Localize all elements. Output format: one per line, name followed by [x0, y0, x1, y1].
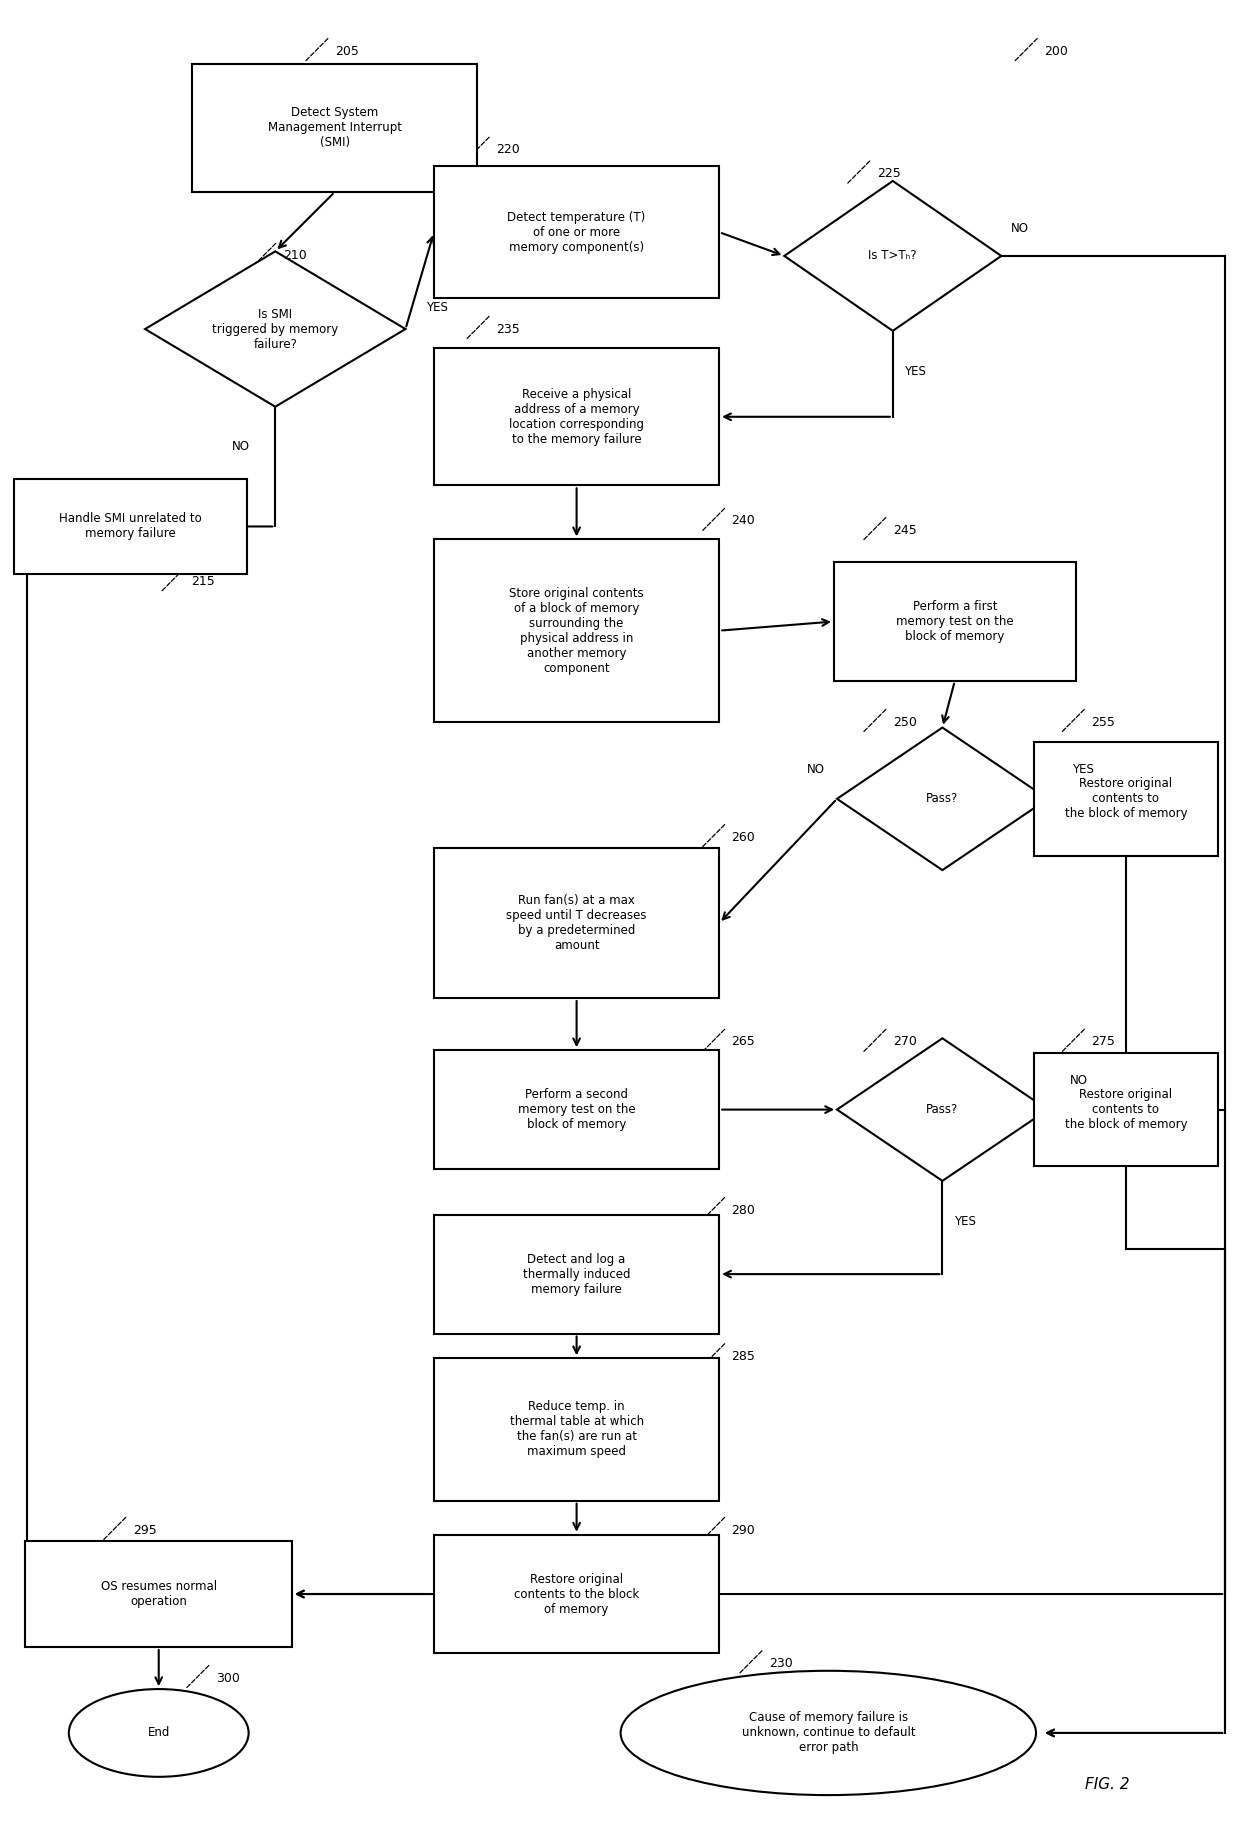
- Text: Restore original
contents to
the block of memory: Restore original contents to the block o…: [1065, 1088, 1187, 1132]
- FancyBboxPatch shape: [434, 347, 719, 484]
- Text: Run fan(s) at a max
speed until T decreases
by a predetermined
amount: Run fan(s) at a max speed until T decrea…: [506, 894, 647, 952]
- Text: Pass?: Pass?: [926, 1102, 959, 1117]
- Text: 225: 225: [877, 166, 900, 181]
- Text: 230: 230: [769, 1656, 792, 1671]
- Text: 285: 285: [732, 1349, 755, 1364]
- Text: 275: 275: [1091, 1035, 1115, 1049]
- Polygon shape: [837, 728, 1048, 870]
- FancyBboxPatch shape: [1034, 1053, 1218, 1166]
- Text: 255: 255: [1091, 715, 1115, 729]
- Text: Store original contents
of a block of memory
surrounding the
physical address in: Store original contents of a block of me…: [510, 587, 644, 675]
- Text: Restore original
contents to the block
of memory: Restore original contents to the block o…: [513, 1572, 640, 1616]
- Text: 300: 300: [216, 1671, 239, 1685]
- FancyBboxPatch shape: [1034, 742, 1218, 856]
- Text: 245: 245: [893, 523, 916, 537]
- FancyBboxPatch shape: [192, 64, 477, 192]
- Text: NO: NO: [232, 441, 249, 453]
- Text: 200: 200: [1044, 44, 1068, 58]
- FancyBboxPatch shape: [14, 479, 247, 574]
- Text: End: End: [148, 1726, 170, 1740]
- Text: 270: 270: [893, 1035, 916, 1049]
- Text: Pass?: Pass?: [926, 792, 959, 806]
- Text: Perform a second
memory test on the
block of memory: Perform a second memory test on the bloc…: [518, 1088, 635, 1132]
- Text: YES: YES: [1071, 762, 1094, 777]
- FancyBboxPatch shape: [434, 848, 719, 998]
- Text: Detect temperature (T)
of one or more
memory component(s): Detect temperature (T) of one or more me…: [507, 210, 646, 254]
- Text: NO: NO: [1070, 1073, 1087, 1088]
- Text: 235: 235: [496, 322, 520, 336]
- Polygon shape: [837, 1038, 1048, 1181]
- Text: NO: NO: [806, 762, 825, 777]
- FancyBboxPatch shape: [833, 563, 1075, 680]
- Text: 205: 205: [335, 44, 358, 58]
- Text: Perform a first
memory test on the
block of memory: Perform a first memory test on the block…: [897, 600, 1013, 643]
- Polygon shape: [145, 252, 405, 408]
- Text: YES: YES: [954, 1214, 976, 1228]
- Text: Cause of memory failure is
unknown, continue to default
error path: Cause of memory failure is unknown, cont…: [742, 1711, 915, 1755]
- Text: OS resumes normal
operation: OS resumes normal operation: [100, 1579, 217, 1609]
- Ellipse shape: [620, 1671, 1037, 1795]
- Text: 210: 210: [283, 249, 306, 263]
- Text: Restore original
contents to
the block of memory: Restore original contents to the block o…: [1065, 777, 1187, 821]
- Text: Receive a physical
address of a memory
location corresponding
to the memory fail: Receive a physical address of a memory l…: [510, 388, 644, 446]
- FancyBboxPatch shape: [434, 1358, 719, 1501]
- Ellipse shape: [69, 1689, 248, 1777]
- Text: 250: 250: [893, 715, 916, 729]
- Text: Reduce temp. in
thermal table at which
the fan(s) are run at
maximum speed: Reduce temp. in thermal table at which t…: [510, 1400, 644, 1459]
- Text: Is SMI
triggered by memory
failure?: Is SMI triggered by memory failure?: [212, 307, 339, 351]
- FancyBboxPatch shape: [26, 1541, 293, 1647]
- Text: 240: 240: [732, 514, 755, 528]
- Text: NO: NO: [1011, 221, 1029, 236]
- Text: 295: 295: [133, 1523, 156, 1537]
- FancyBboxPatch shape: [434, 166, 719, 298]
- Text: YES: YES: [904, 364, 926, 378]
- Text: 265: 265: [732, 1035, 755, 1049]
- FancyBboxPatch shape: [434, 1536, 719, 1653]
- Text: YES: YES: [425, 300, 448, 314]
- Text: 215: 215: [191, 574, 215, 589]
- Text: Handle SMI unrelated to
memory failure: Handle SMI unrelated to memory failure: [58, 512, 202, 541]
- Text: Is T>Tₕ?: Is T>Tₕ?: [868, 249, 918, 263]
- Text: 220: 220: [496, 143, 520, 157]
- Text: FIG. 2: FIG. 2: [1085, 1777, 1130, 1791]
- Text: Detect and log a
thermally induced
memory failure: Detect and log a thermally induced memor…: [523, 1252, 630, 1296]
- Text: 280: 280: [732, 1203, 755, 1217]
- Polygon shape: [784, 181, 1002, 331]
- FancyBboxPatch shape: [434, 1216, 719, 1334]
- FancyBboxPatch shape: [434, 1049, 719, 1170]
- Text: 290: 290: [732, 1523, 755, 1537]
- Text: Detect System
Management Interrupt
(SMI): Detect System Management Interrupt (SMI): [268, 106, 402, 150]
- FancyBboxPatch shape: [434, 539, 719, 722]
- Text: 260: 260: [732, 830, 755, 845]
